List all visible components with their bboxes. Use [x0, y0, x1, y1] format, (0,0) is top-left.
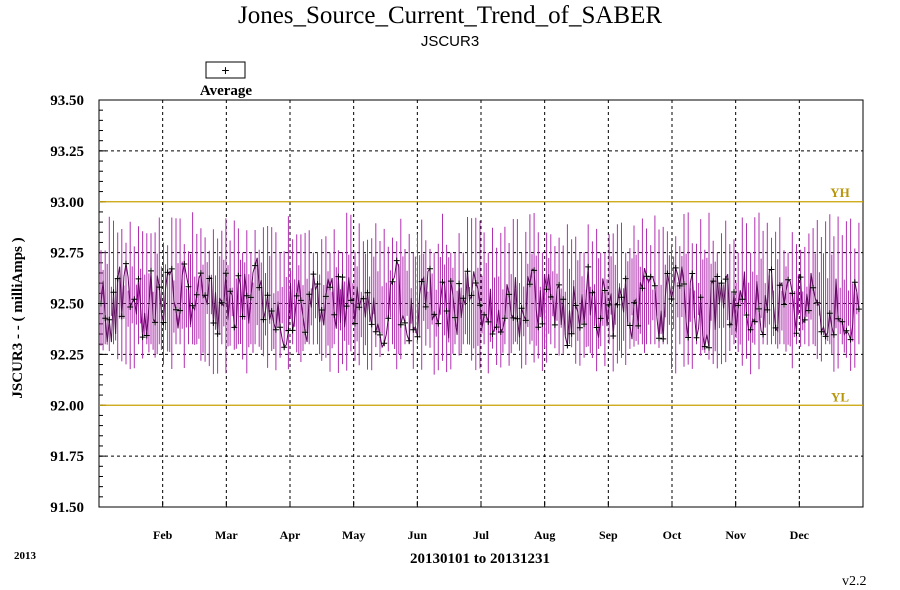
x-tick-label: Apr: [280, 528, 301, 542]
y-axis-label: JSCUR3 - - ( milliAmps ): [10, 237, 26, 398]
y-tick-label: 93.25: [50, 144, 84, 160]
y-tick-label: 91.75: [50, 449, 84, 465]
y-tick-label: 92.75: [50, 246, 84, 262]
x-tick-label: Dec: [790, 528, 810, 542]
x-tick-label: May: [342, 528, 365, 542]
legend-label: Average: [200, 83, 253, 99]
x-tick-label: Sep: [599, 528, 618, 542]
x-tick-label: Feb: [153, 528, 173, 542]
y-tick-label: 92.00: [50, 398, 84, 414]
legend-marker: +: [221, 62, 229, 78]
x-tick-label: Aug: [534, 528, 555, 542]
x-axis-label: 20130101 to 20131231: [410, 551, 550, 567]
y-tick-label: 93.00: [50, 195, 84, 211]
x-tick-label: Jul: [473, 528, 490, 542]
legend-box: [205, 61, 246, 79]
chart-subtitle: JSCUR3: [421, 33, 479, 50]
y-tick-label: 92.25: [50, 347, 84, 363]
y-tick-label: 93.50: [50, 93, 84, 109]
limit-label: YL: [831, 389, 849, 404]
x-tick-label: Oct: [663, 528, 682, 542]
chart-title: Jones_Source_Current_Trend_of_SABER: [238, 2, 662, 29]
x-tick-label: Jun: [408, 528, 428, 542]
y-tick-label: 92.50: [50, 297, 84, 313]
year-label: 2013: [14, 550, 37, 562]
limit-label: YH: [830, 185, 850, 200]
average-markers: [98, 257, 862, 351]
y-tick-label: 91.50: [50, 500, 84, 516]
x-tick-label: Nov: [725, 528, 746, 542]
legend: + Average: [200, 61, 253, 99]
x-tick-label: Mar: [215, 528, 238, 542]
version-label: v2.2: [842, 574, 867, 589]
plot-area: 93.50 93.25 93.00 92.75 92.50 92.25 92.00 91.75…: [50, 93, 864, 542]
